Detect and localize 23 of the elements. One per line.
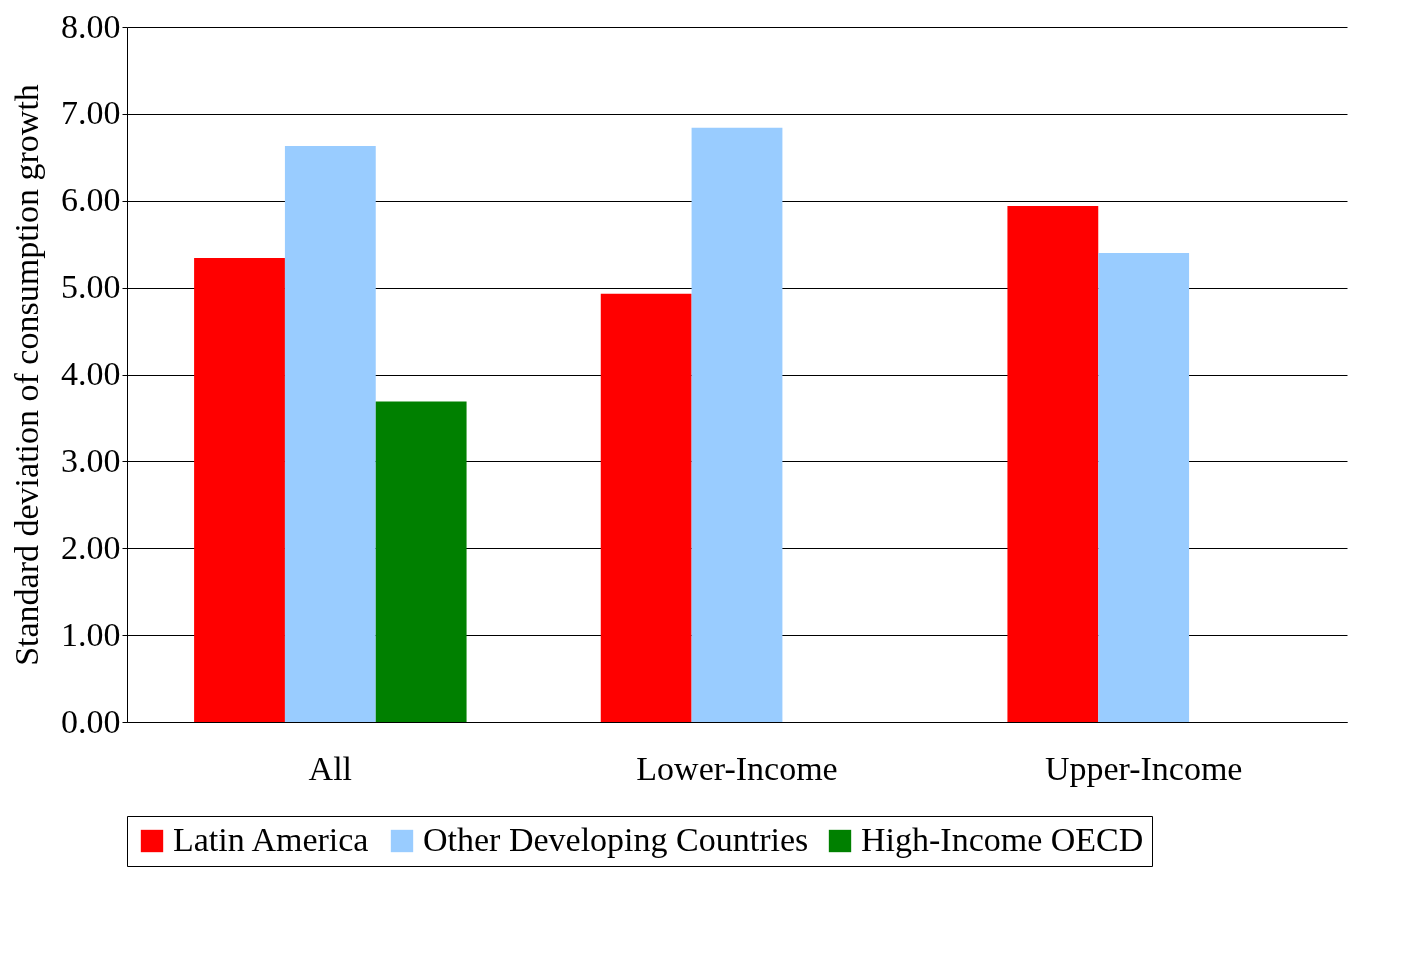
bar xyxy=(691,127,783,722)
x-tick-label: All xyxy=(308,749,353,787)
legend-label: Latin America xyxy=(173,821,369,858)
legend-label: High-Income OECD xyxy=(861,821,1144,858)
legend-label: Other Developing Countries xyxy=(423,821,809,858)
y-tick-label: 8.00 xyxy=(61,7,121,45)
y-tick-label: 3.00 xyxy=(61,441,121,479)
y-tick-label: 6.00 xyxy=(61,181,121,219)
bar xyxy=(1098,252,1190,722)
bar xyxy=(375,401,467,722)
y-tick-label: 0.00 xyxy=(61,702,121,740)
bar xyxy=(284,146,376,722)
y-axis-title: Standard deviation of consumption growth xyxy=(8,84,45,666)
y-tick-label: 5.00 xyxy=(61,268,121,306)
x-tick-label: Upper-Income xyxy=(1044,749,1243,787)
y-tick-label: 7.00 xyxy=(61,94,121,132)
y-tick-label: 1.00 xyxy=(61,615,121,653)
x-tick-label: Lower-Income xyxy=(636,749,838,787)
bar xyxy=(194,258,285,722)
y-tick-label: 4.00 xyxy=(61,355,121,392)
y-tick-label: 2.00 xyxy=(61,528,121,566)
bar xyxy=(1007,205,1099,722)
bar xyxy=(600,293,692,722)
